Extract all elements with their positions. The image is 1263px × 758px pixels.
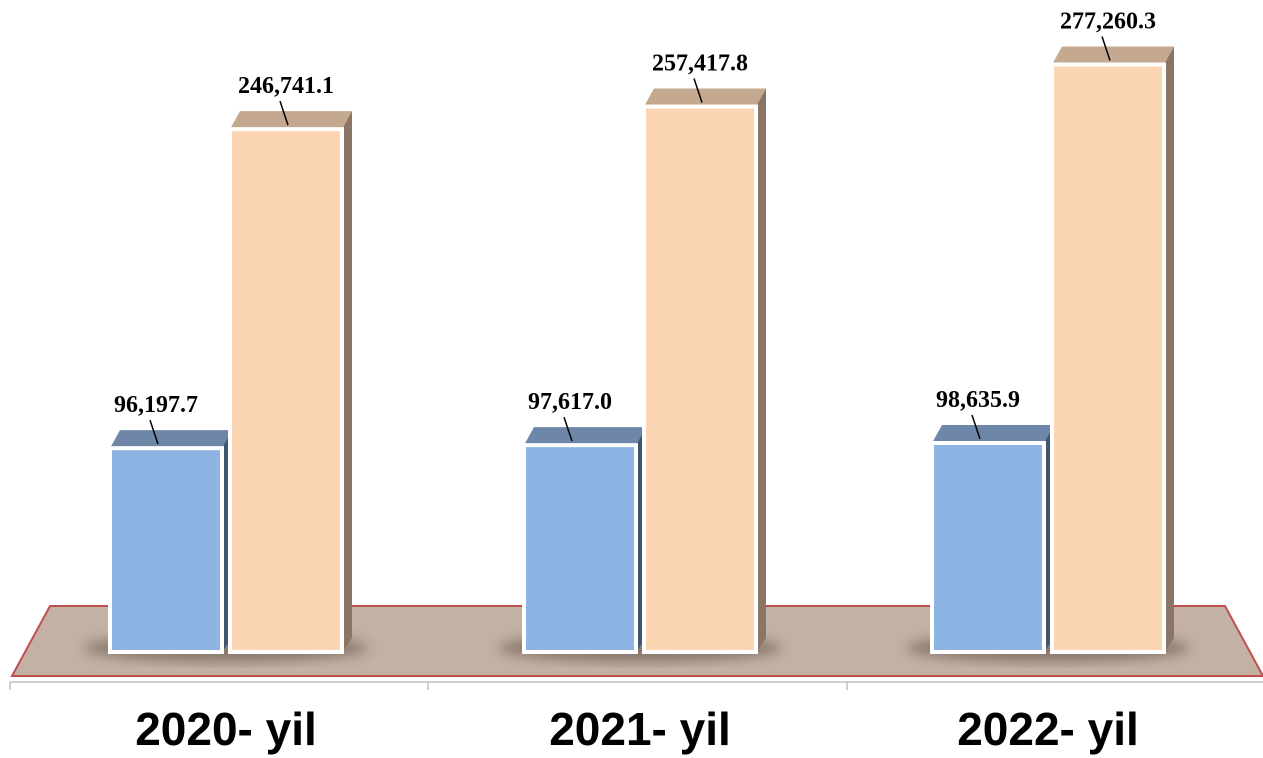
label-leaders [149,36,1111,445]
label-leader [563,416,573,442]
bar [108,430,232,654]
bar-front [108,446,224,654]
bar-top [932,424,1054,443]
bar [228,111,352,655]
bar [930,424,1054,655]
category-labels: 2020- yil 2021- yil 2022- yil [135,703,1139,755]
bar [642,88,766,655]
label-leader [149,419,159,445]
bar-top [110,430,232,449]
data-label: 257,417.8 [652,51,748,77]
bar-front [642,104,758,655]
category-label: 2020- yil [135,703,317,755]
bar [1050,46,1174,655]
bar-front [522,443,638,654]
bar-front [228,127,344,655]
bar-top [1052,46,1174,65]
bar-side [342,111,352,652]
bar-side [1164,46,1174,653]
label-leader [971,414,981,440]
bar-front [930,440,1046,655]
bar [522,427,646,654]
category-label: 2021- yil [549,703,731,755]
label-leader [279,100,289,126]
label-leader [693,78,703,103]
data-label: 96,197.7 [114,392,198,418]
x-axis [9,681,1263,690]
bars [108,46,1174,655]
data-label: 246,741.1 [238,73,334,99]
bar-front [1050,62,1166,655]
data-labels: 96,197.7 246,741.1 97,617.0 257,417.8 98,635… [114,8,1156,418]
bar-top [230,111,352,130]
bar-top [644,88,766,107]
data-label: 98,635.9 [936,387,1020,413]
bar-side [756,88,766,653]
label-leader [1101,36,1111,61]
data-label: 277,260.3 [1060,8,1156,34]
data-label: 97,617.0 [528,389,612,415]
category-label: 2022- yil [957,703,1139,755]
bar-top [524,427,646,446]
